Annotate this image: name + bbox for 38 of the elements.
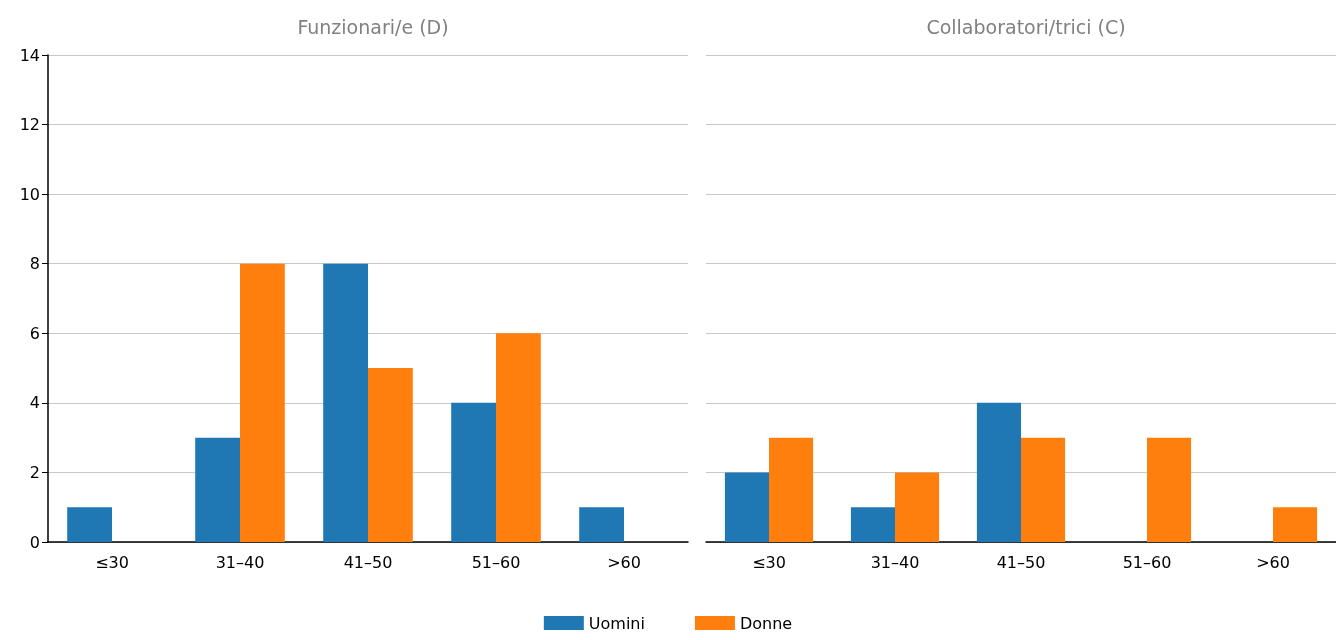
bar [1273, 507, 1318, 542]
x-tick-label: 51–60 [1122, 552, 1172, 572]
bar [850, 507, 895, 542]
bar [240, 263, 285, 542]
x-tick-label: ≤30 [95, 552, 129, 572]
bar [195, 437, 240, 542]
bar [368, 368, 413, 542]
x-tick-label: 41–50 [343, 552, 393, 572]
y-tick-label: 12 [19, 115, 40, 135]
bar [724, 472, 769, 542]
chart-title: Collaboratori/trici (C) [926, 15, 1126, 38]
bar [451, 402, 496, 542]
y-tick-label: 2 [29, 462, 40, 482]
bar [579, 507, 624, 542]
y-tick-label: 14 [19, 45, 40, 65]
y-tick-label: 10 [19, 184, 40, 204]
bar [769, 437, 814, 542]
bar [1147, 437, 1192, 542]
legend-label: Uomini [588, 613, 645, 633]
chart-title: Funzionari/e (D) [297, 15, 449, 38]
legend-label: Donne [739, 613, 793, 633]
x-tick-label: 41–50 [996, 552, 1046, 572]
x-tick-label: >60 [1256, 552, 1290, 572]
x-tick-label: 31–40 [870, 552, 920, 572]
bar [895, 472, 940, 542]
y-tick-label: 6 [29, 323, 40, 343]
bar [67, 507, 112, 542]
x-tick-label: >60 [607, 552, 641, 572]
bar [323, 263, 368, 542]
bar [496, 333, 541, 542]
x-tick-label: ≤30 [752, 552, 786, 572]
bar [976, 402, 1021, 542]
x-tick-label: 31–40 [215, 552, 265, 572]
y-tick-label: 0 [29, 532, 40, 552]
y-tick-label: 8 [29, 254, 40, 274]
bar [1021, 437, 1066, 542]
x-tick-label: 51–60 [471, 552, 521, 572]
y-tick-label: 4 [29, 393, 40, 413]
